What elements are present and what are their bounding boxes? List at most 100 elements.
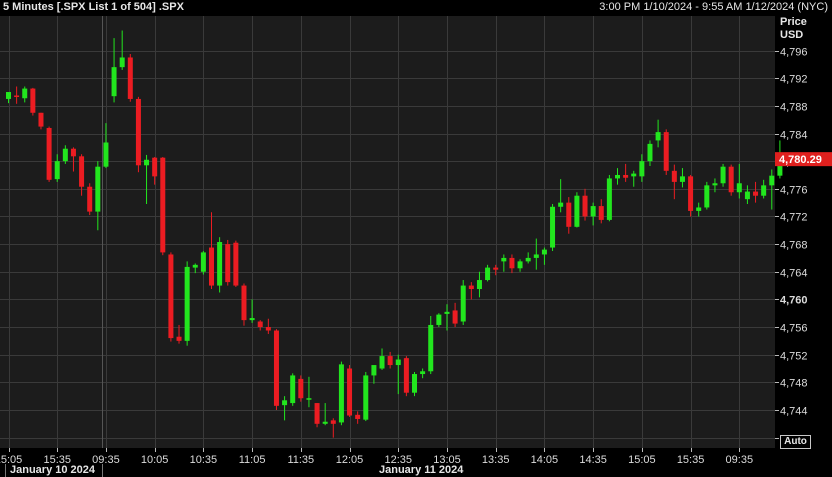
candle-body <box>111 67 117 97</box>
candle-body <box>753 191 759 196</box>
date-label-jan-11: January 11 2024 <box>379 464 464 476</box>
candle-body <box>582 195 588 217</box>
candle-body <box>46 127 52 180</box>
y-tick-label: 4,776 <box>780 185 808 197</box>
candle-body <box>428 324 434 372</box>
candle-body <box>79 156 85 187</box>
candle-body <box>6 92 11 99</box>
candle-body <box>168 254 174 339</box>
x-tick-label: 13:05 <box>433 454 461 466</box>
candle-body <box>736 183 742 193</box>
candle-body <box>444 311 450 314</box>
candle-body <box>623 174 629 178</box>
candle-body <box>493 267 499 270</box>
y-tick-label: 4,796 <box>780 47 808 59</box>
candle-body <box>420 371 426 375</box>
candle-body <box>590 206 596 217</box>
candle-body <box>363 375 369 420</box>
time-axis-panel[interactable] <box>0 448 775 477</box>
x-tick-label: 12:05 <box>336 454 364 466</box>
last-price-label: 4,780.29 <box>779 154 822 166</box>
last-price-marker <box>775 152 832 167</box>
auto-scale-button[interactable]: Auto <box>780 435 811 449</box>
x-tick-label: 13:35 <box>482 454 510 466</box>
candle-body <box>144 159 150 166</box>
candle-body <box>95 166 101 212</box>
candle-body <box>119 57 125 68</box>
candle-body <box>379 356 385 369</box>
candle-body <box>22 88 28 99</box>
candle-body <box>355 414 361 419</box>
x-tick-label: 15:05 <box>628 454 656 466</box>
candle-body <box>647 143 653 162</box>
candle-body <box>265 327 271 331</box>
candle-body <box>744 191 750 200</box>
y-tick-label: 4,748 <box>780 378 808 390</box>
candle-body <box>606 178 612 220</box>
candle-body <box>176 336 182 341</box>
x-tick-label: 14:05 <box>531 454 559 466</box>
candle-body <box>452 310 458 324</box>
x-tick-label: 11:05 <box>239 454 266 466</box>
x-tick-label: 15:35 <box>677 454 705 466</box>
candle-body <box>233 242 239 286</box>
y-tick-label: 4,768 <box>780 240 808 252</box>
candle-body <box>550 206 556 248</box>
candle-body <box>200 252 206 272</box>
candle-body <box>517 261 523 269</box>
candle-body <box>639 161 645 177</box>
candle-body <box>728 166 734 193</box>
price-axis-panel[interactable] <box>775 16 832 477</box>
price-axis-title: Price USD <box>780 16 807 42</box>
candle-body <box>87 186 93 212</box>
x-tick-label: 15:35 <box>43 454 71 466</box>
candle-body <box>62 148 68 162</box>
candle-body <box>225 244 231 283</box>
candle-body <box>152 157 158 177</box>
candle-body <box>761 185 767 196</box>
y-tick-label: 4,752 <box>780 351 808 363</box>
candle-body <box>290 375 296 404</box>
candle-body <box>257 321 263 328</box>
candle-body <box>184 266 190 341</box>
candle-body <box>533 254 539 258</box>
candle-body <box>501 257 507 262</box>
candle-body <box>436 314 442 325</box>
candle-body <box>314 403 320 424</box>
candle-body <box>403 358 409 393</box>
candle-body <box>598 206 604 220</box>
candle-body <box>679 176 685 182</box>
candle-body <box>525 257 531 262</box>
candle-body <box>615 174 620 179</box>
x-tick-label: 14:35 <box>579 454 607 466</box>
candle-body <box>54 161 60 180</box>
y-tick-label: 4,784 <box>780 130 808 142</box>
candle-body <box>574 195 580 227</box>
chart-title: 5 Minutes [.SPX List 1 of 504] .SPX <box>3 1 184 13</box>
candle-body <box>395 359 401 366</box>
candle-body <box>688 176 694 211</box>
candle-body <box>566 202 572 227</box>
candle-body <box>70 148 76 157</box>
candle-body <box>696 207 702 211</box>
candle-body <box>541 249 547 255</box>
candle-body <box>769 175 775 186</box>
candle-body <box>322 421 328 424</box>
y-tick-label: 4,760 <box>780 295 808 307</box>
candle-body <box>671 170 677 182</box>
candle-body <box>631 173 637 177</box>
candle-body <box>298 378 304 399</box>
candle-body <box>777 159 783 176</box>
x-tick-label: 11:35 <box>287 454 314 466</box>
candle-body <box>347 368 353 416</box>
y-tick-label: 4,756 <box>780 323 808 335</box>
y-tick-label: 4,764 <box>780 268 808 280</box>
x-tick-label: 09:35 <box>726 454 754 466</box>
candle-body <box>14 95 20 97</box>
date-range: 3:00 PM 1/10/2024 - 9:55 AM 1/12/2024 (N… <box>599 1 828 13</box>
y-tick-label: 4,788 <box>780 102 808 114</box>
candle-body <box>241 285 247 321</box>
date-label-jan-10: January 10 2024 <box>10 464 96 476</box>
candle-body <box>704 185 710 208</box>
